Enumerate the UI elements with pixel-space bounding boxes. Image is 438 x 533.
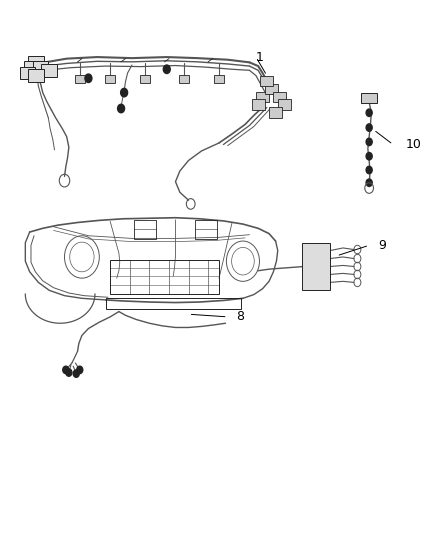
Bar [252,100,265,110]
Bar [278,100,291,110]
Circle shape [163,65,170,74]
Bar [256,92,269,102]
Circle shape [366,179,372,187]
Bar [140,75,150,83]
Bar [273,92,286,102]
Bar [24,61,40,74]
Circle shape [366,109,372,116]
Circle shape [120,88,127,97]
Bar [269,108,282,118]
Circle shape [77,366,83,374]
Circle shape [366,166,372,174]
Bar [33,61,48,74]
Bar [20,67,35,79]
Circle shape [117,104,124,113]
Circle shape [366,152,372,160]
Bar [302,243,330,290]
Bar [42,64,57,77]
Circle shape [366,124,372,131]
Bar [110,260,219,294]
Bar [195,220,217,239]
Circle shape [366,138,372,146]
Circle shape [63,366,69,374]
Bar [28,56,44,69]
Text: 10: 10 [406,138,422,151]
Bar [28,69,44,82]
Text: 8: 8 [237,310,244,324]
Bar [134,220,156,239]
Bar [265,84,278,94]
Bar [105,75,116,83]
Bar [214,75,224,83]
Bar [106,298,241,309]
Text: 1: 1 [256,51,264,63]
Circle shape [73,370,79,377]
Bar [260,76,273,86]
Circle shape [85,74,92,83]
Bar [74,75,85,83]
Circle shape [66,369,72,376]
Bar [361,93,377,103]
Text: 9: 9 [378,239,386,252]
Bar [179,75,189,83]
